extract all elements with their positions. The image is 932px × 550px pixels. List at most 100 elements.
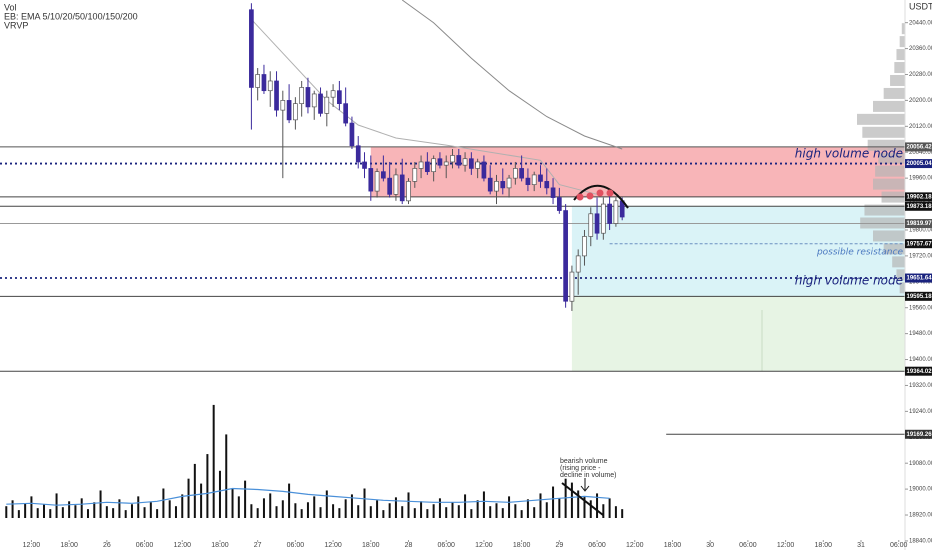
candle-body — [569, 271, 575, 302]
volume-bar — [74, 505, 77, 518]
volume-bar — [596, 493, 599, 518]
x-tick-label: 12:00 — [23, 542, 41, 549]
volume-bar — [231, 488, 234, 518]
volume-bar — [262, 498, 265, 518]
candle-body — [412, 168, 418, 182]
volume-bar — [495, 503, 498, 518]
candle-body — [387, 177, 393, 195]
candle-body — [293, 103, 298, 121]
candle-body — [582, 236, 587, 257]
candle-body — [575, 255, 581, 273]
volume-bar — [93, 502, 96, 518]
candle-body — [406, 181, 411, 202]
volume-bar — [156, 509, 159, 518]
annotation: high volume node — [795, 147, 903, 161]
volume-bar — [162, 488, 165, 518]
volume-bar — [363, 488, 366, 518]
ema-line — [251, 19, 598, 195]
candle-body — [362, 161, 367, 169]
x-tick-label: 12:00 — [324, 542, 342, 549]
x-tick-label: 18:00 — [513, 542, 531, 549]
volume-profile-bar — [899, 282, 905, 294]
candle-body — [249, 9, 254, 88]
candle-body — [393, 174, 399, 195]
x-tick-label: 18:00 — [664, 542, 682, 549]
volume-bar — [432, 504, 435, 518]
price-tag — [905, 219, 932, 229]
volume-bar — [11, 500, 14, 518]
zone — [571, 296, 905, 372]
volume-bar — [445, 507, 448, 518]
volume-bar — [149, 502, 152, 518]
volume-bar — [369, 506, 372, 518]
candle-body — [318, 93, 323, 114]
zone — [571, 206, 905, 297]
volume-bar — [583, 496, 586, 518]
annotation: possible resistance — [816, 248, 904, 258]
volume-bar — [376, 500, 379, 518]
volume-bar — [244, 480, 247, 518]
volume-bar — [187, 478, 190, 518]
volume-bar — [206, 454, 209, 518]
y-tick-label: 19800.00 — [909, 228, 932, 234]
candle-body — [425, 161, 430, 173]
x-tick-label: 29 — [555, 542, 563, 549]
volume-bar — [482, 491, 485, 518]
price-tag-label: 19595.18 — [907, 294, 932, 300]
indicator-label: Vol — [4, 2, 17, 12]
candle-body — [431, 158, 436, 173]
volume-bar — [49, 509, 52, 518]
y-tick-label: 20120.00 — [909, 124, 932, 130]
y-tick-label: 19080.00 — [909, 461, 932, 467]
price-tag — [905, 192, 932, 202]
volume-bar — [476, 500, 479, 518]
volume-bar — [420, 501, 423, 518]
candle-body — [261, 74, 267, 92]
price-tag-label: 19873.18 — [907, 204, 932, 210]
candle-body — [374, 171, 380, 192]
plot — [5, 0, 625, 518]
volume-bar — [124, 510, 127, 518]
volume-bar — [533, 507, 536, 518]
x-tick-label: 18:00 — [211, 542, 229, 549]
top-dots — [576, 189, 614, 201]
candle-body — [487, 177, 493, 192]
volume-bar — [237, 496, 240, 518]
x-tick-label: 18:00 — [60, 542, 78, 549]
price-tag — [905, 201, 932, 211]
volume-bar — [174, 506, 177, 518]
volume-bar — [501, 508, 504, 518]
candle-body — [311, 93, 317, 108]
volume-bar — [112, 508, 115, 518]
volume-profile-bar — [873, 178, 905, 190]
volume-bar — [143, 507, 146, 518]
y-tick-label: 18920.00 — [909, 513, 932, 519]
candle-body — [481, 161, 487, 179]
annotation: high volume node — [795, 274, 903, 288]
y-tick-label: 19480.00 — [909, 331, 932, 337]
candle-body — [274, 80, 279, 111]
candle-body — [437, 158, 443, 166]
candle-body — [255, 74, 261, 88]
volume-bar — [256, 508, 259, 518]
candle-body — [469, 158, 474, 169]
volume-bar — [250, 504, 253, 518]
x-tick-label: 27 — [254, 542, 262, 549]
volume-bar — [325, 490, 328, 518]
volume-bar — [212, 404, 215, 518]
volume-bar — [457, 505, 460, 518]
volume-bar — [350, 494, 353, 518]
volume-bar — [118, 499, 121, 518]
candle-body — [305, 87, 311, 108]
x-tick-label: 18:00 — [815, 542, 833, 549]
candle-body — [506, 177, 512, 189]
volume-bar — [281, 500, 284, 518]
volume-bar — [225, 434, 228, 518]
volume-bar — [570, 482, 573, 518]
candle-body — [525, 177, 531, 185]
volume-bar — [269, 493, 272, 518]
candle-body — [538, 174, 543, 182]
arrow — [580, 478, 590, 492]
volume-bar — [61, 507, 64, 518]
